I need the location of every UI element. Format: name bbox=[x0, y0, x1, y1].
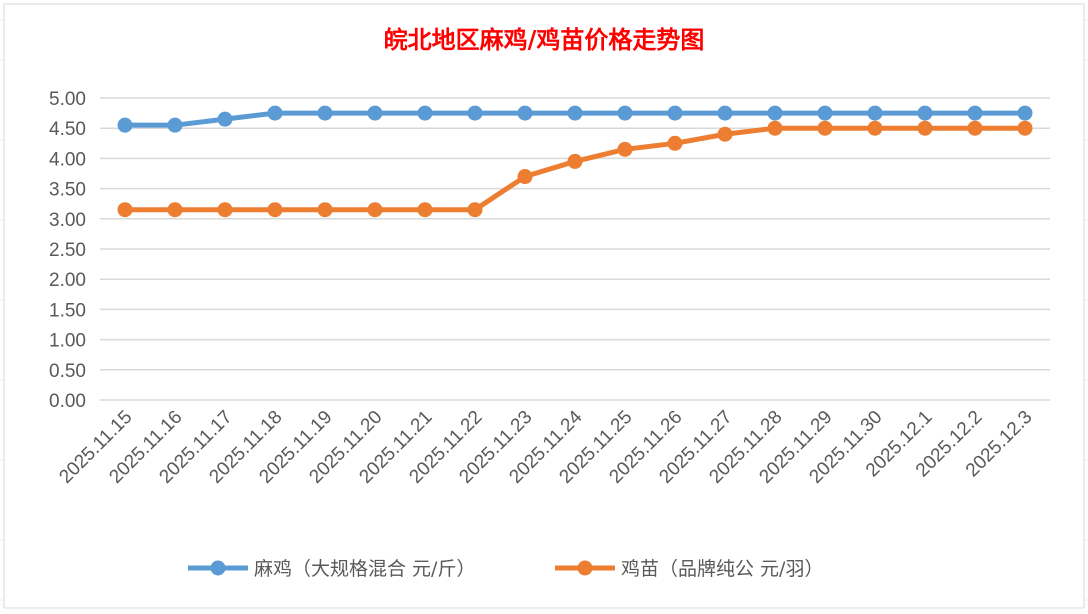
data-point bbox=[967, 105, 983, 121]
data-point bbox=[867, 105, 883, 121]
y-tick-label: 0.50 bbox=[49, 361, 86, 382]
y-tick-label: 3.50 bbox=[49, 180, 86, 201]
legend-marker bbox=[210, 560, 226, 576]
data-point bbox=[117, 117, 133, 133]
y-tick-label: 0.00 bbox=[49, 391, 86, 412]
data-point bbox=[467, 105, 483, 121]
data-point bbox=[617, 105, 633, 121]
legend-label: 鸡苗（品牌纯公 元/羽） bbox=[621, 558, 823, 580]
data-point bbox=[217, 111, 233, 127]
data-point bbox=[667, 105, 683, 121]
data-point bbox=[317, 105, 333, 121]
data-point bbox=[1017, 105, 1033, 121]
y-tick-label: 1.50 bbox=[49, 300, 86, 321]
data-point bbox=[767, 120, 783, 136]
y-tick-label: 2.00 bbox=[49, 270, 86, 291]
data-point bbox=[217, 202, 233, 218]
legend-label: 麻鸡（大规格混合 元/斤） bbox=[254, 558, 475, 580]
y-tick-label: 3.00 bbox=[49, 210, 86, 231]
y-tick-label: 4.50 bbox=[49, 119, 86, 140]
data-point bbox=[617, 141, 633, 157]
data-point bbox=[417, 105, 433, 121]
series-group bbox=[117, 105, 1033, 218]
data-point bbox=[267, 202, 283, 218]
y-tick-label: 4.00 bbox=[49, 149, 86, 170]
legend: 麻鸡（大规格混合 元/斤） 鸡苗（品牌纯公 元/羽） bbox=[188, 558, 823, 580]
data-point bbox=[717, 126, 733, 142]
y-tick-label: 2.50 bbox=[49, 240, 86, 261]
data-point bbox=[517, 105, 533, 121]
data-point bbox=[917, 105, 933, 121]
data-point bbox=[517, 169, 533, 185]
data-point bbox=[667, 135, 683, 151]
data-point bbox=[417, 202, 433, 218]
data-point bbox=[567, 153, 583, 169]
data-point bbox=[167, 117, 183, 133]
data-point bbox=[967, 120, 983, 136]
data-point bbox=[167, 202, 183, 218]
data-point bbox=[117, 202, 133, 218]
legend-marker bbox=[577, 560, 593, 576]
data-point bbox=[1017, 120, 1033, 136]
data-point bbox=[917, 120, 933, 136]
data-point bbox=[367, 105, 383, 121]
chart-area[interactable] bbox=[3, 3, 1085, 609]
data-point bbox=[717, 105, 733, 121]
data-point bbox=[867, 120, 883, 136]
chart-title: 皖北地区麻鸡/鸡苗价格走势图 bbox=[384, 25, 705, 54]
y-tick-label: 1.00 bbox=[49, 331, 86, 352]
y-tick-label: 5.00 bbox=[49, 89, 86, 110]
data-point bbox=[817, 120, 833, 136]
data-point bbox=[767, 105, 783, 121]
data-point bbox=[267, 105, 283, 121]
data-point bbox=[567, 105, 583, 121]
data-point bbox=[467, 202, 483, 218]
y-axis-ticks: 0.00 0.50 1.00 1.50 2.00 2.50 3.00 3.50 4.00 4.50… bbox=[49, 89, 86, 412]
data-point bbox=[817, 105, 833, 121]
data-point bbox=[317, 202, 333, 218]
data-point bbox=[367, 202, 383, 218]
